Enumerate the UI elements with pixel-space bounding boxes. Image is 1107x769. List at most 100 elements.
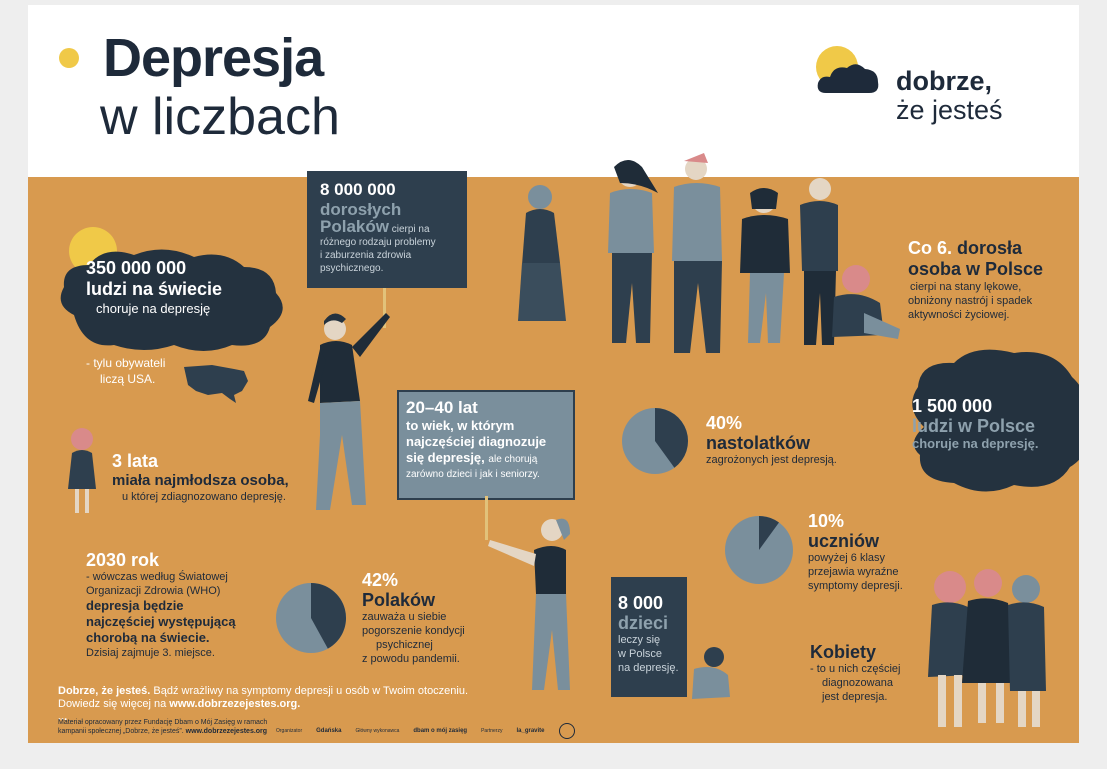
year2030-d6: Dzisiaj zajmuje 3. miejsce. xyxy=(86,647,215,659)
teens-stat: 40% nastolatków zagrożonych jest depresj… xyxy=(706,413,837,467)
year2030-d2: Organizacji Zdrowia (WHO) xyxy=(86,585,221,597)
year2030-title: 2030 rok xyxy=(86,550,160,570)
partner-label-organizer: Organizator xyxy=(276,728,303,734)
page-title: Depresja xyxy=(103,28,324,88)
poland-1500k-line3: choruje na depresję. xyxy=(912,436,1039,451)
age-line1: 20–40 lat xyxy=(406,398,478,417)
students-stat: 10% uczniów powyżej 6 klasy przejawia wy… xyxy=(808,511,903,593)
sitting-child-illustration xyxy=(692,647,730,699)
sign-pole xyxy=(383,288,386,328)
age-line4a: się depresję, xyxy=(406,450,485,465)
pie-students xyxy=(725,516,793,584)
age-stat: 20–40 lat to wiek, w którym najczęściej … xyxy=(406,398,576,481)
partners-row: Organizator Gdańska Główny wykonawca dba… xyxy=(276,723,575,739)
women-d3: jest depresja. xyxy=(822,691,888,703)
partner-label-executor: Główny wykonawca xyxy=(355,728,400,734)
poles42-d4: z powodu pandemii. xyxy=(362,653,460,665)
children-number: 8 000 xyxy=(618,593,664,613)
footer-brand: Dobrze, że jesteś. xyxy=(58,685,151,697)
poles42-pct: 42% xyxy=(362,570,399,590)
teens-label: nastolatków xyxy=(706,433,811,453)
partner-dbam-logo: dbam o mój zasięg xyxy=(413,728,468,734)
teens-pct: 40% xyxy=(706,413,743,433)
page-subtitle: w liczbach xyxy=(100,88,340,146)
dark-cloud-poland xyxy=(912,349,1079,492)
adults-rest3: i zaburzenia zdrowia xyxy=(320,250,412,261)
age-line4b: ale chorują xyxy=(488,454,538,465)
poles42-label: Polaków xyxy=(362,590,436,610)
girl-holding-sign-illustration xyxy=(488,518,570,690)
footer-website-link[interactable]: www.dobrzezejestes.org. xyxy=(169,698,301,710)
women-d1: - to u nich częściej xyxy=(810,663,901,675)
adults-stat: 8 000 000 dorosłych Polaków cierpi na ró… xyxy=(320,180,480,275)
credit-line1: Materiał opracowany przez Fundację Dbam … xyxy=(58,719,268,726)
partner-lagravite-logo: la_gravite xyxy=(516,728,545,734)
adults-rest4: psychicznego. xyxy=(320,263,384,274)
usa-note-line1: - tylu obywateli xyxy=(86,356,166,370)
age3-line3: u której zdiagnozowano depresję. xyxy=(122,491,286,503)
students-d3: symptomy depresji. xyxy=(808,580,903,592)
age3-stat: 3 lata miała najmłodsza osoba, u której … xyxy=(112,451,289,504)
every6-a: Co 6. xyxy=(908,238,953,258)
girl-illustration xyxy=(68,428,96,513)
group-people-illustration xyxy=(518,153,838,353)
adults-rest2: różnego rodzaju problemy xyxy=(320,237,436,248)
logo: dobrze, że jesteś xyxy=(896,67,1003,125)
footer-line1: Bądź wrażliwy na symptomy depresji u osó… xyxy=(153,685,469,697)
sign-adults xyxy=(307,171,467,288)
age3-line2: miała najmłodsza osoba, xyxy=(112,472,289,489)
poster: Depresja w liczbach dobrze, że jesteś 35… xyxy=(28,5,1079,743)
every6-stat: Co 6. dorosła osoba w Polsce cierpi na s… xyxy=(908,238,1043,322)
children-stat: 8 000 dzieci leczy się w Polsce na depre… xyxy=(618,593,679,675)
children-d3: na depresję. xyxy=(618,662,679,674)
footer-credits: Materiał opracowany przez Fundację Dbam … xyxy=(58,718,267,736)
pie-poles xyxy=(276,583,346,653)
every6-d3: aktywności życiowej. xyxy=(908,309,1010,321)
age-line5: zarówno dzieci i jak i seniorzy. xyxy=(406,469,540,480)
age3-line1: 3 lata xyxy=(112,451,159,471)
world-line2: ludzi na świecie xyxy=(86,279,223,299)
every6-b: dorosła xyxy=(957,238,1023,258)
footer-line2: Dowiedz się więcej na xyxy=(58,698,167,710)
poland-1500k-number: 1 500 000 xyxy=(912,396,993,416)
sign-children xyxy=(611,577,687,697)
age-line3: najczęściej diagnozuje xyxy=(406,434,547,449)
partner-round-logo-icon xyxy=(558,723,575,739)
adults-line2: dorosłych xyxy=(320,200,402,219)
teens-desc: zagrożonych jest depresją. xyxy=(706,454,837,466)
students-d1: powyżej 6 klasy xyxy=(808,552,886,564)
world-line3: choruje na depresję xyxy=(96,301,211,316)
sun-cloud-logo-icon xyxy=(816,46,879,93)
world-stat: 350 000 000 ludzi na świecie choruje na … xyxy=(86,258,222,317)
usa-note: - tylu obywateli liczą USA. xyxy=(86,355,165,387)
footer-text: Dobrze, że jesteś. Bądź wrażliwy na symp… xyxy=(58,685,468,724)
world-number: 350 000 000 xyxy=(86,258,187,278)
man-figure-illustration xyxy=(308,313,390,510)
poles42-d2: pogorszenie kondycji xyxy=(362,625,465,637)
poles42-d3: psychicznej xyxy=(376,639,433,651)
adults-line3: Polaków xyxy=(320,217,389,236)
adults-number: 8 000 000 xyxy=(320,180,396,199)
every6-d2: obniżony nastrój i spadek xyxy=(908,295,1033,307)
students-pct: 10% xyxy=(808,511,845,531)
year2030-d3: depresja będzie xyxy=(86,598,184,613)
women-group-illustration xyxy=(928,569,1046,727)
students-d2: przejawia wyraźne xyxy=(808,566,899,578)
poles42-d1: zauważa u siebie xyxy=(362,611,447,623)
age-line2: to wiek, w którym xyxy=(406,418,515,433)
pie-teens xyxy=(622,408,688,474)
children-d2: w Polsce xyxy=(618,648,663,660)
partner-gdansk-logo: Gdańska xyxy=(316,728,342,734)
logo-line1: dobrze, xyxy=(896,66,993,96)
credit-line2a: kampanii społecznej „Dobrze, że jesteś”. xyxy=(58,728,184,735)
sign-pole-2 xyxy=(485,496,488,540)
poles42-stat: 42% Polaków zauważa u siebie pogorszenie… xyxy=(362,570,465,666)
poland-1500k-stat: 1 500 000 ludzi w Polsce choruje na depr… xyxy=(912,396,1038,452)
year2030-d4: najczęściej występującą xyxy=(86,614,236,629)
women-d2: diagnozowana xyxy=(822,677,893,689)
partner-label-partners: Partnerzy xyxy=(481,728,503,734)
usa-map-icon xyxy=(184,365,248,403)
poland-1500k-line2: ludzi w Polsce xyxy=(912,416,1036,436)
credit-link[interactable]: www.dobrzezejestes.org xyxy=(185,728,268,735)
every6-d1: cierpi na stany lękowe, xyxy=(910,281,1022,293)
